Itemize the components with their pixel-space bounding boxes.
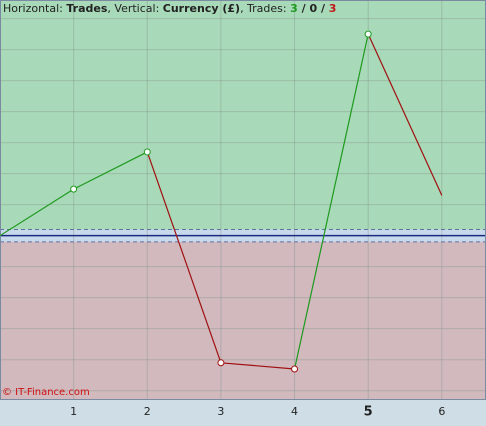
chart-title: Horizontal: Trades, Vertical: Currency (… [3,2,336,15]
point [70,185,78,193]
segment [220,362,295,370]
x-tick-label: 1 [70,405,77,418]
title-part: 3 [290,2,298,15]
title-part: / [317,2,329,15]
point [291,365,299,373]
title-part: Horizontal: [3,2,67,15]
x-tick-label: 4 [291,405,298,418]
title-part: , Trades: [240,2,291,15]
x-tick-label: 2 [144,405,151,418]
segment [146,151,222,363]
title-part: 3 [328,2,337,15]
title-part: / [297,2,310,15]
segment [0,188,74,237]
title-part: , Vertical: [107,2,163,15]
title-part: Currency (£) [162,2,241,15]
loss-area [0,235,486,400]
segment [367,33,443,196]
watermark: © IT-Finance.com [2,387,90,398]
point [217,359,225,367]
gain-area [0,0,486,236]
title-part: Trades [66,2,108,15]
point [364,30,372,38]
x-tick-label: 6 [438,405,445,418]
title-part: 0 [309,2,318,15]
segment [73,151,148,190]
segment [293,33,369,370]
point [143,148,151,156]
x-tick-label: 3 [217,405,224,418]
x-tick-label: 5 [364,405,373,420]
